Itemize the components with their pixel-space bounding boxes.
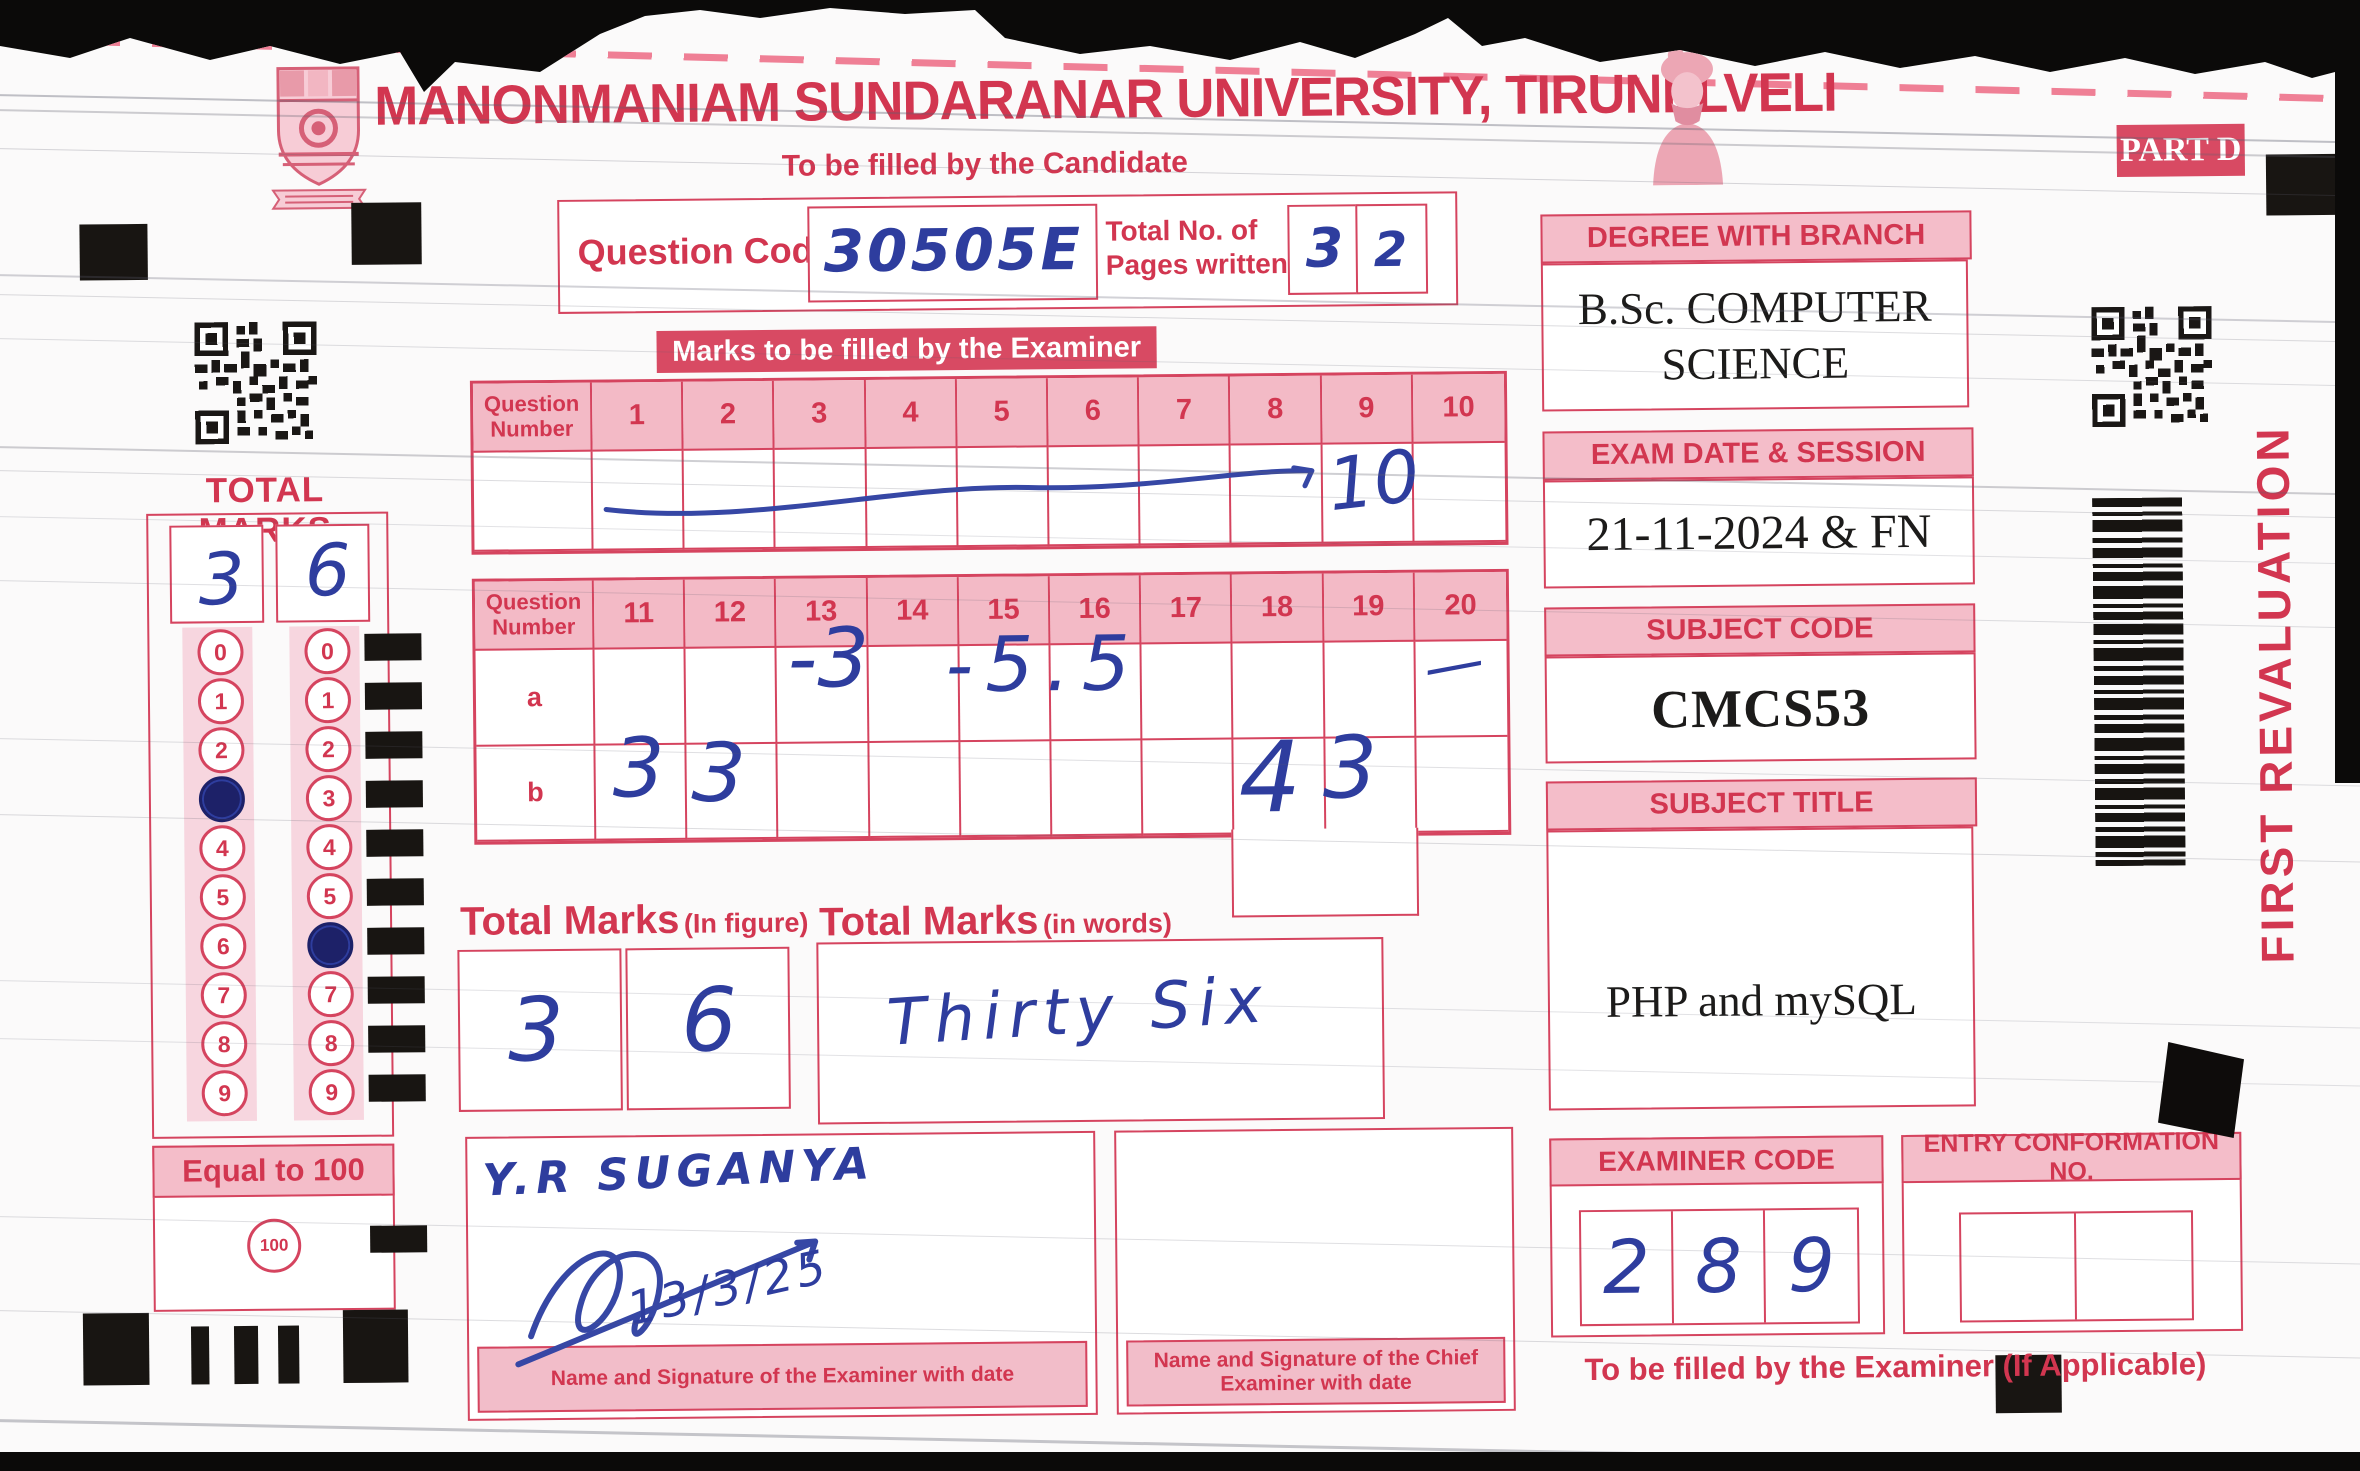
registration-bar — [234, 1326, 259, 1384]
exam-date-value: 21-11-2024 & FN — [1543, 476, 1975, 588]
row-b-label: b — [476, 746, 596, 842]
timing-mark — [366, 780, 423, 808]
mark-b-18: 4 — [1238, 721, 1301, 836]
row-a-label: a — [475, 650, 595, 747]
bubble-tens-0: 0 — [197, 629, 243, 675]
bubble-units-3: 3 — [306, 775, 352, 821]
mark-a-13-14: -3 — [787, 611, 870, 707]
bubble-tens-6: 6 — [200, 923, 246, 969]
chief-examiner-signature-box: Name and Signature of the Chief Examiner… — [1114, 1127, 1516, 1415]
mark-q9: 10 — [1323, 433, 1424, 527]
timing-mark — [368, 976, 425, 1004]
examiner-code-digit-1: 2 — [1581, 1211, 1674, 1324]
mark-b-12: 3 — [690, 725, 748, 823]
figure-digit-1: 3 — [508, 978, 565, 1082]
university-crest-logo — [270, 50, 368, 213]
timing-mark — [370, 1225, 427, 1253]
pages-written-label: Total No. of Pages written — [1105, 213, 1288, 282]
examiner-code-digit-3: 9 — [1765, 1210, 1858, 1323]
bubble-tens-9: 9 — [202, 1070, 248, 1116]
qr-code-right — [2084, 306, 2219, 427]
timing-mark — [364, 633, 421, 661]
mark-a-15-17: -5.5 — [945, 618, 1142, 709]
timing-mark — [367, 927, 424, 955]
timing-mark — [368, 1025, 425, 1053]
bubble-units-0: 0 — [304, 628, 350, 674]
bubble-tens-8: 8 — [201, 1021, 247, 1067]
total-marks-figure-label: Total Marks (In figure) — [460, 897, 809, 945]
registration-bar — [191, 1326, 210, 1384]
torn-edge-patch — [2158, 1042, 2244, 1138]
equal-100-box: Equal to 100 100 — [152, 1144, 396, 1312]
registration-mark — [83, 1313, 150, 1386]
bubble-tens-2: 2 — [198, 727, 244, 773]
barcode — [2092, 497, 2186, 866]
page-title: MANONMANIAM SUNDARANAR UNIVERSITY, TIRUN… — [374, 62, 1594, 138]
bubble-units-5: 5 — [307, 873, 353, 919]
bubble-tens-4: 4 — [199, 825, 245, 871]
bubble-units-4: 4 — [306, 824, 352, 870]
degree-branch-header: DEGREE WITH BRANCH — [1540, 210, 1971, 263]
question-code-value: 30505E — [823, 215, 1083, 285]
units-digit-ink: 6 — [304, 528, 351, 612]
timing-mark — [365, 682, 422, 710]
registration-mark — [351, 202, 422, 265]
registration-mark — [2266, 154, 2341, 216]
tens-digit-ink: 3 — [198, 537, 245, 621]
bubble-units-7: 7 — [308, 971, 354, 1017]
bubble-units-1: 1 — [305, 677, 351, 723]
degree-branch-value: B.Sc. COMPUTER SCIENCE — [1541, 259, 1969, 411]
entry-conformation-cells — [1959, 1210, 2194, 1322]
founder-portrait — [1644, 43, 1731, 186]
part-badge: PART D — [2117, 124, 2245, 177]
subject-title-value: PHP and mySQL — [1546, 826, 1976, 1110]
bubble-100: 100 — [247, 1218, 302, 1273]
bubble-tens-1: 1 — [198, 678, 244, 724]
mark-b-11: 3 — [612, 721, 665, 816]
timing-mark — [369, 1074, 426, 1102]
entry-conformation-box: ENTRY CONFORMATION NO. — [1901, 1132, 2243, 1334]
timing-mark — [367, 878, 424, 906]
examiner-banner: Marks to be filled by the Examiner — [656, 326, 1156, 373]
total-marks-words-label: Total Marks (in words) — [819, 897, 1172, 945]
mark-b-19: 3 — [1322, 718, 1378, 819]
qr-code-left — [187, 321, 324, 444]
registration-mark — [79, 224, 148, 281]
equal-100-header: Equal to 100 — [152, 1144, 394, 1198]
mark-a-20: — — [1418, 624, 1490, 704]
chief-examiner-signature-caption: Name and Signature of the Chief Examiner… — [1126, 1337, 1506, 1407]
subject-code-value: CMCS53 — [1545, 652, 1977, 763]
registration-mark — [343, 1309, 409, 1383]
subject-code-header: SUBJECT CODE — [1544, 603, 1975, 656]
bubble-tens-3-filled: 3 — [199, 776, 245, 822]
examiner-code-cells: 2 8 9 — [1579, 1208, 1860, 1327]
candidate-note: To be filled by the Candidate — [695, 145, 1275, 185]
entry-conformation-header: ENTRY CONFORMATION NO. — [1901, 1132, 2241, 1183]
bubble-tens-5: 5 — [200, 874, 246, 920]
registration-bar — [278, 1325, 300, 1383]
pages-digit-2: 2 — [1373, 222, 1407, 278]
examiner-code-box: EXAMINER CODE 2 8 9 — [1549, 1135, 1885, 1337]
bubble-units-6-filled: 6 — [307, 922, 353, 968]
figure-digit-2: 6 — [681, 968, 738, 1072]
exam-date-header: EXAM DATE & SESSION — [1542, 427, 1973, 480]
revaluation-label: FIRST REVALUATION — [2245, 363, 2325, 1024]
question-code-label: Question Code — [577, 229, 833, 273]
table1-row-header: Question Number — [473, 383, 593, 453]
timing-mark — [366, 829, 423, 857]
pages-digit-1: 3 — [1305, 216, 1343, 279]
bubble-units-8: 8 — [308, 1020, 354, 1066]
bubble-tens-7: 7 — [201, 972, 247, 1018]
subject-title-header: SUBJECT TITLE — [1546, 777, 1977, 830]
bubble-units-2: 2 — [305, 726, 351, 772]
examiner-code-digit-2: 8 — [1673, 1210, 1766, 1323]
bubble-units-9: 9 — [309, 1069, 355, 1115]
examiner-code-header: EXAMINER CODE — [1549, 1135, 1883, 1186]
